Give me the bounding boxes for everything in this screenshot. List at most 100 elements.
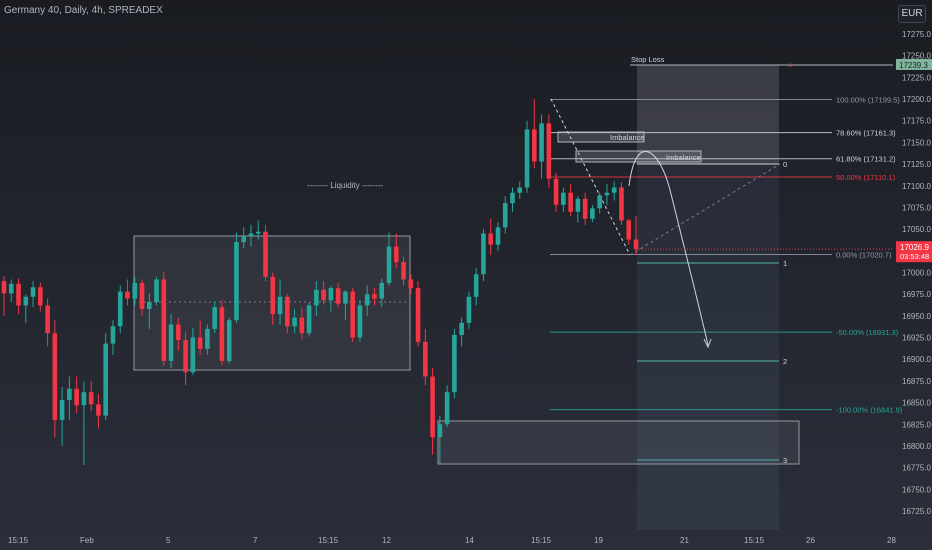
stop-loss-cross: × [788, 61, 793, 70]
candle-body [372, 294, 377, 299]
candle-body [633, 239, 639, 250]
candle-body [437, 424, 443, 438]
x-tick-label: 15:15 [318, 536, 339, 545]
candle-body [444, 392, 450, 425]
x-tick-label: 12 [382, 536, 391, 545]
x-tick-label: 15:15 [531, 536, 552, 545]
fib-label: 100.00% (17199.5) [836, 95, 900, 104]
projection-arrow [628, 151, 709, 346]
y-tick-label: 17250.0 [902, 52, 931, 61]
candle-body [212, 307, 217, 329]
candle-body [473, 274, 479, 297]
stop-zone [637, 65, 779, 164]
candle-body [430, 376, 435, 438]
candle-body [110, 326, 116, 344]
y-tick-label: 16750.0 [902, 485, 931, 494]
y-tick-label: 16850.0 [902, 399, 931, 408]
candle-body [183, 340, 188, 373]
y-tick-label: 17050.0 [902, 225, 931, 234]
candle-body [67, 388, 72, 400]
candle-body [285, 296, 290, 327]
chart-title: Germany 40, Daily, 4h, SPREADEX [4, 5, 163, 16]
candle-body [626, 220, 632, 240]
candle-body [415, 288, 421, 342]
demand-box [437, 420, 800, 465]
x-tick-label: 26 [806, 536, 815, 545]
x-tick-label: 5 [166, 536, 171, 545]
target-label: 0 [783, 160, 787, 169]
candle-body [176, 324, 181, 341]
y-tick-label: 17150.0 [902, 138, 931, 147]
y-tick-label: 17200.0 [902, 95, 931, 104]
y-tick-label: 16775.0 [902, 464, 931, 473]
y-tick-label: 17275.0 [902, 30, 931, 39]
candle-body [299, 317, 305, 334]
candle-body [96, 404, 101, 416]
stop-loss-label: Stop Loss [631, 55, 665, 64]
candle-body [190, 337, 196, 373]
candle-body [146, 301, 152, 309]
x-tick-label: 7 [253, 536, 258, 545]
last-price-tag [896, 241, 932, 263]
candle-body [81, 392, 87, 406]
y-tick-label: 16800.0 [902, 442, 931, 451]
candle-body [488, 233, 494, 245]
target-label: 3 [783, 456, 787, 465]
candle-body [23, 296, 29, 306]
candle-body [270, 276, 276, 315]
x-tick-label: 19 [594, 536, 603, 545]
candle-body [321, 289, 326, 301]
candle-body [502, 203, 508, 228]
y-tick-label: 16950.0 [902, 312, 931, 321]
candle-body [125, 291, 130, 299]
candle-body [103, 343, 109, 416]
candle-body [524, 129, 530, 188]
candle-body [568, 192, 573, 212]
imbalance-label: Imbalance [610, 133, 645, 142]
projection-arrowhead [703, 338, 712, 349]
candle-body [546, 123, 552, 179]
candle-body [306, 305, 312, 334]
candle-body [168, 324, 174, 361]
candle-body [255, 231, 261, 234]
candle-body [248, 233, 254, 237]
candle-body [423, 341, 428, 377]
candle-body [59, 399, 65, 420]
y-tick-label: 16725.0 [902, 507, 931, 516]
candle-body [328, 288, 334, 301]
candle-body [161, 279, 167, 361]
candle-body [292, 317, 297, 327]
last-price-value: 17026.9 [900, 243, 929, 252]
y-tick-label: 17125.0 [902, 160, 931, 169]
candle-body [277, 296, 283, 315]
candle-body [8, 283, 14, 294]
y-tick-label: 17175.0 [902, 117, 931, 126]
candle-body [401, 262, 406, 280]
currency-button[interactable]: EUR [898, 5, 926, 23]
candle-body [604, 192, 610, 196]
x-tick-label: 15:15 [8, 536, 29, 545]
candle-body [74, 388, 79, 406]
candle-body [459, 322, 464, 335]
y-tick-label: 17225.0 [902, 73, 931, 82]
y-tick-label: 16925.0 [902, 334, 931, 343]
fib-label: -100.00% (16841.9) [836, 406, 903, 415]
candle-body [561, 192, 566, 205]
candle-body [466, 296, 472, 323]
fib-label: 61.80% (17131.2) [836, 155, 896, 164]
candle-body [139, 282, 145, 309]
x-tick-label: 15:15 [744, 536, 765, 545]
candle-body [619, 187, 624, 221]
candle-body [582, 198, 588, 219]
fib-trend-line [550, 98, 631, 256]
x-tick-label: Feb [80, 536, 94, 545]
candle-body [226, 320, 232, 361]
candle-body [154, 279, 159, 302]
candle-body [263, 231, 268, 277]
candle-body [393, 246, 399, 263]
candle-body [30, 287, 36, 297]
candle-body [386, 246, 392, 283]
